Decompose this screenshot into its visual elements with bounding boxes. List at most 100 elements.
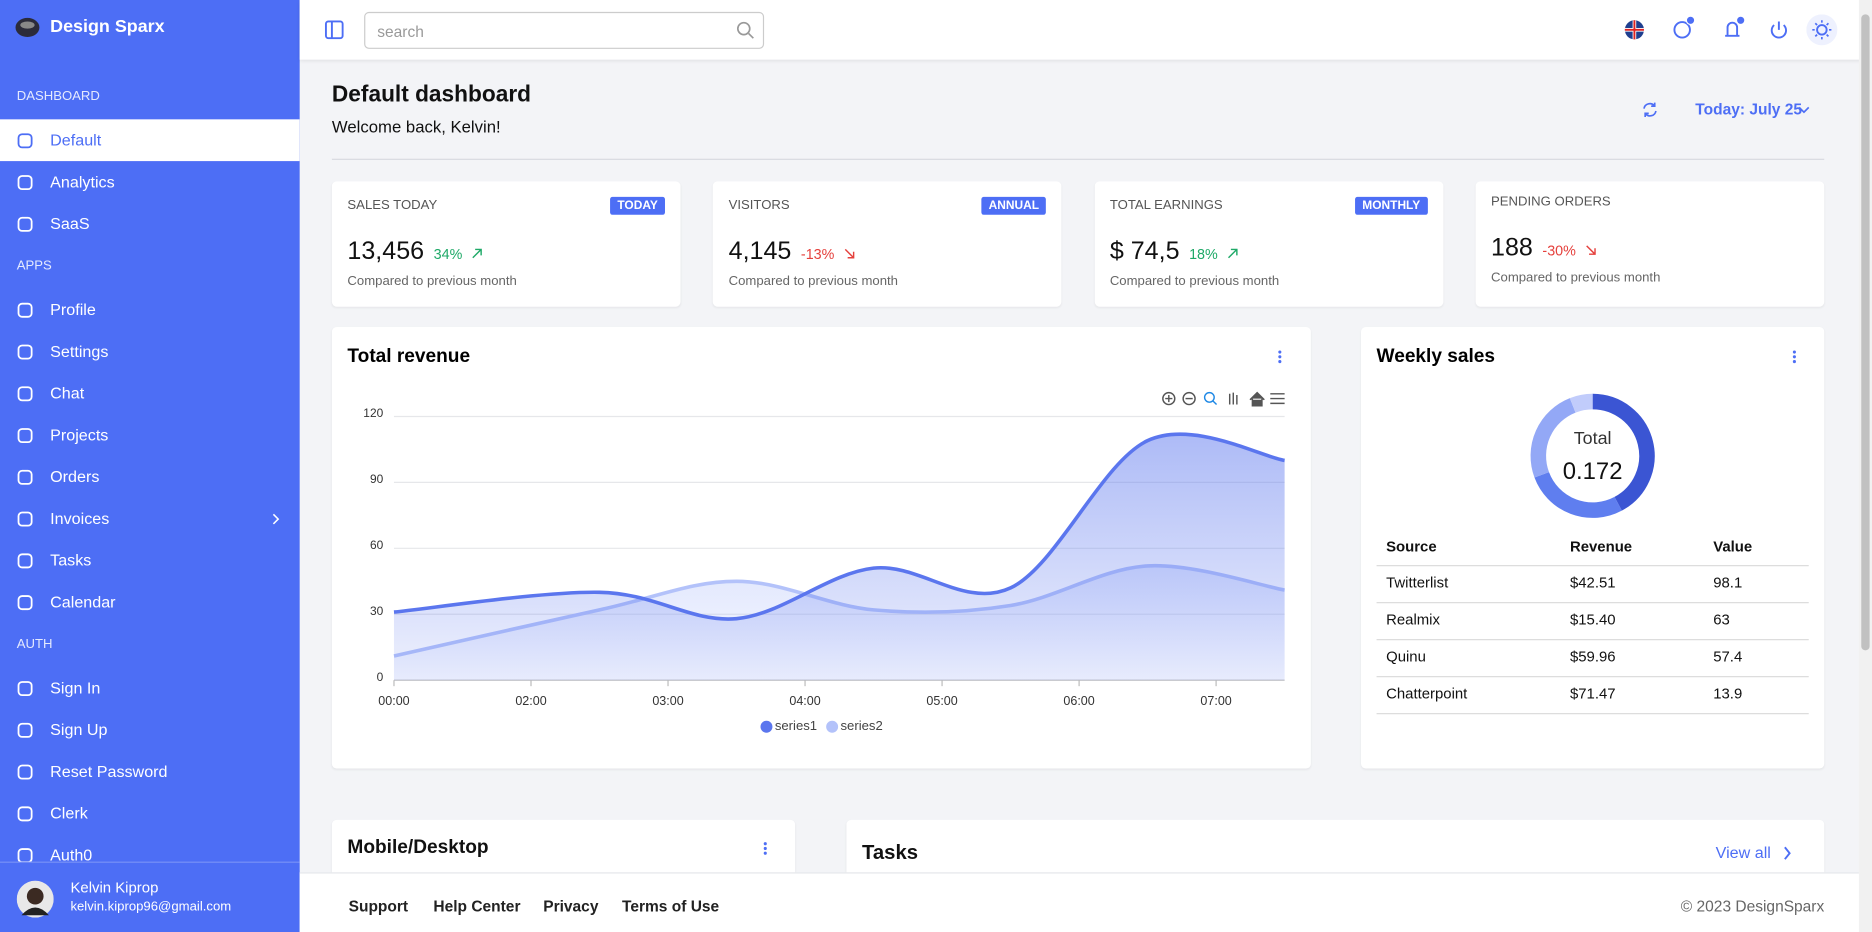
chart-toolbar[interactable]: [1162, 391, 1285, 407]
donut-segment: [1569, 393, 1593, 413]
table-cell: Twitterlist: [1386, 574, 1449, 591]
table-cell: $42.51: [1570, 574, 1616, 591]
nav-item[interactable]: Reset Password: [0, 751, 300, 793]
nav-item-label: Invoices: [50, 509, 110, 528]
nav-item-label: Clerk: [50, 804, 88, 823]
brand[interactable]: Design Sparx: [50, 16, 165, 37]
y-tick-label: 60: [370, 538, 384, 552]
stat-label: VISITORS: [728, 198, 790, 213]
legend-label[interactable]: series2: [840, 718, 882, 733]
nav: DASHBOARD Default Analytics SaaS APPS Profile…: [0, 75, 300, 864]
refresh-icon[interactable]: [1642, 101, 1659, 118]
arrow-shape: [1228, 248, 1238, 259]
scrollbar[interactable]: [1858, 0, 1872, 932]
table-cell: Chatterpoint: [1386, 685, 1468, 702]
donut-value: 0.172: [1563, 458, 1623, 485]
stat-value-row: 4,145 -13%: [729, 237, 855, 266]
messages-icon[interactable]: [1671, 14, 1697, 40]
nav-icon: [17, 175, 33, 191]
stat-card: SALES TODAY TODAY 13,456 34% Compared to pre…: [331, 181, 681, 307]
nav-icon: [17, 806, 33, 822]
stat-card: VISITORS ANNUAL 4,145 -13% Compared to previ…: [713, 181, 1062, 307]
nav-item[interactable]: Orders: [0, 456, 300, 498]
icon-shape: [17, 216, 33, 232]
nav-item[interactable]: Analytics: [0, 161, 300, 203]
logo: [15, 17, 40, 37]
chevron-right: [272, 513, 280, 525]
chevron-right[interactable]: [1782, 846, 1792, 860]
nav-icon: [17, 428, 33, 444]
nav-item[interactable]: Chat: [0, 372, 300, 414]
more-menu[interactable]: [1792, 350, 1796, 364]
footer-link[interactable]: Terms of Use: [622, 897, 720, 916]
icon-shape: [17, 511, 33, 527]
nav-icon: [17, 344, 33, 360]
chevron-down[interactable]: [1798, 105, 1810, 115]
power-icon[interactable]: [1769, 20, 1788, 39]
x-tick-label: 06:00: [1063, 694, 1094, 708]
divider: [331, 158, 1825, 160]
view-all-link[interactable]: View all: [1715, 843, 1771, 862]
nav-item-label: SaaS: [50, 214, 90, 233]
nav-item-label: Projects: [50, 426, 109, 444]
legend-marker: [760, 720, 773, 733]
table-cell: 57.4: [1713, 648, 1742, 665]
sidebar: Design Sparx DASHBOARD Default Analytics Sa…: [0, 0, 300, 932]
stat-label: PENDING ORDERS: [1491, 194, 1611, 209]
x-tick-label: 03:00: [652, 694, 683, 708]
stat-value: 188: [1491, 233, 1533, 262]
arrow-shape: [472, 248, 483, 259]
nav-item[interactable]: Projects: [0, 414, 300, 456]
nav-item[interactable]: Calendar: [0, 581, 300, 623]
nav-item-label: Analytics: [50, 173, 115, 191]
topbar: search: [299, 0, 1872, 60]
stat-change: -30%: [1542, 242, 1576, 259]
scroll-thumb[interactable]: [1861, 14, 1870, 651]
nav-item[interactable]: Clerk: [0, 792, 300, 834]
nav-icon: [17, 722, 33, 738]
nav-item-label: Settings: [50, 342, 109, 361]
nav-item[interactable]: Tasks: [0, 539, 300, 581]
nav-item-label: Sign Up: [50, 720, 108, 739]
x-tick-label: 00:00: [378, 694, 409, 708]
nav-item[interactable]: Invoices: [0, 498, 300, 540]
footer-link[interactable]: Help Center: [433, 897, 521, 916]
nav-item[interactable]: Sign In: [0, 667, 300, 709]
icon-shape: [17, 344, 33, 360]
nav-icon: [17, 133, 33, 149]
stat-change: 34%: [433, 245, 463, 263]
chevron-shape: [272, 513, 280, 525]
footer-link[interactable]: Privacy: [543, 897, 599, 916]
donut-segment: [1534, 471, 1622, 518]
nav-item-label: Reset Password: [50, 762, 168, 781]
nav-item[interactable]: Sign Up: [0, 709, 300, 751]
stat-badge: ANNUAL: [981, 196, 1047, 215]
theme-toggle[interactable]: [1806, 14, 1838, 46]
card-title: Total revenue: [347, 346, 470, 367]
more-menu[interactable]: [1278, 350, 1282, 364]
nav-section-title: DASHBOARD: [16, 89, 100, 104]
footer: © 2023 DesignSparx Support Help Center Pri…: [299, 872, 1859, 932]
nav-item[interactable]: Settings: [0, 331, 300, 373]
more-menu[interactable]: [762, 840, 769, 857]
nav-item[interactable]: Default: [0, 119, 300, 162]
notifications-icon[interactable]: [1722, 14, 1748, 40]
user-panel[interactable]: Kelvin Kiprop kelvin.kiprop96@gmail.com: [0, 861, 300, 932]
x-tick-label: 07:00: [1200, 694, 1231, 708]
language-flag[interactable]: [1624, 19, 1645, 40]
trend-arrow: [472, 248, 483, 259]
nav-item[interactable]: Profile: [0, 289, 300, 331]
legend-label[interactable]: series1: [775, 718, 817, 733]
stat-value-row: 13,456 34%: [347, 237, 483, 266]
sidebar-toggle[interactable]: [324, 20, 344, 40]
revenue-card: Total revenue 0 30 60 90 120 00:00 02:00 03:00 0…: [331, 326, 1311, 769]
search-box[interactable]: search: [364, 11, 765, 49]
date-filter[interactable]: Today: July 25: [1695, 100, 1802, 119]
icon-shape: [17, 133, 33, 149]
nav-item[interactable]: SaaS: [0, 203, 300, 245]
table-cell: $15.40: [1570, 611, 1616, 628]
nav-icon: [17, 511, 33, 527]
footer-link[interactable]: Support: [348, 897, 409, 916]
trend-arrow: [1228, 248, 1238, 259]
